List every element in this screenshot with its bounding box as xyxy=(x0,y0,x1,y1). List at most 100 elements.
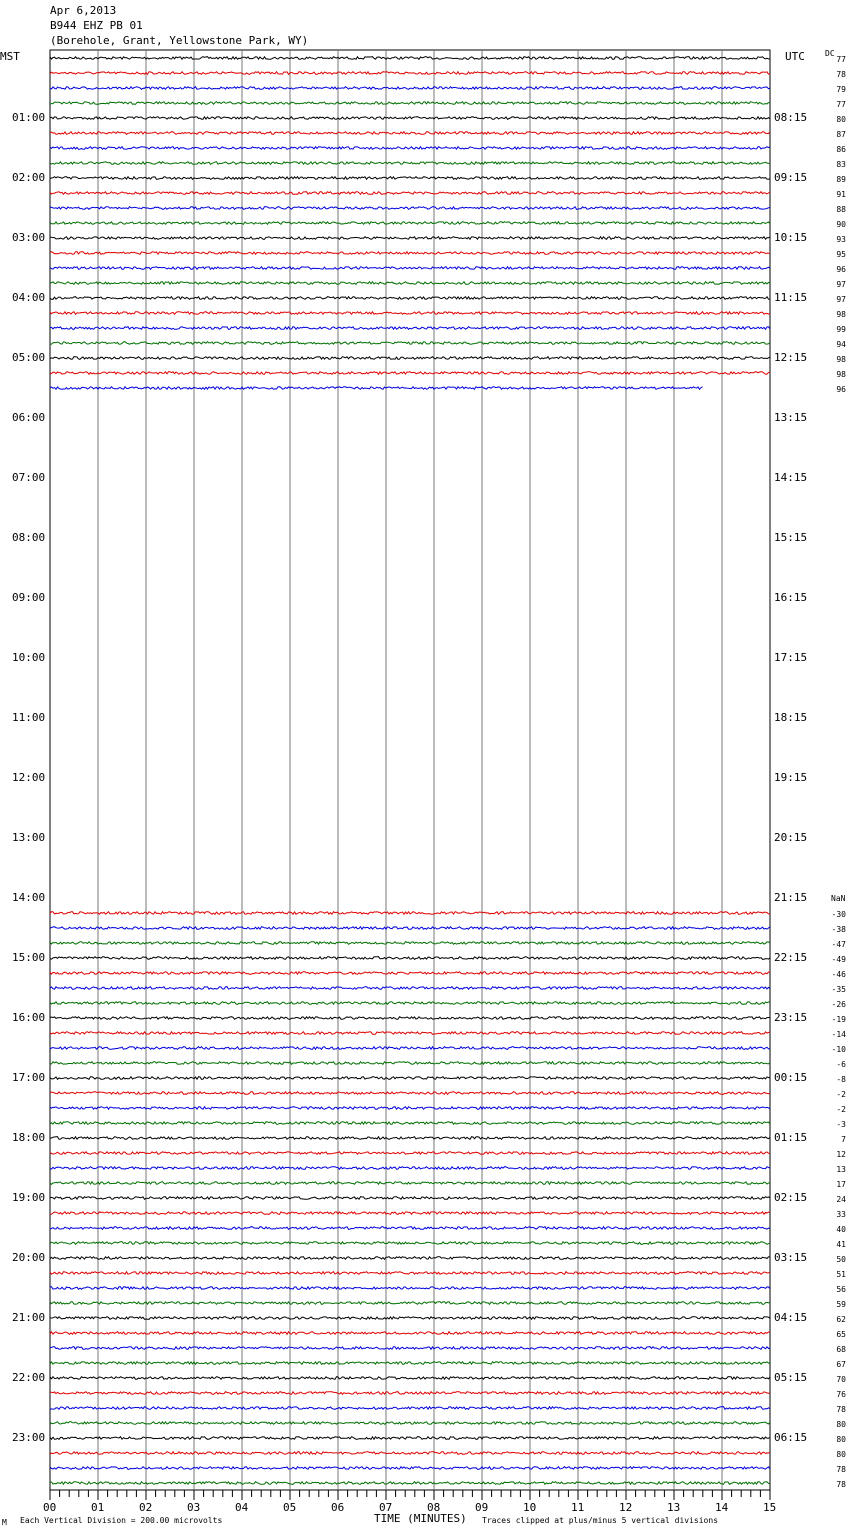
mst-hour-label: 13:00 xyxy=(12,831,46,844)
seismic-trace xyxy=(49,1240,771,1246)
seismic-trace xyxy=(49,70,771,76)
dc-offset-value: -38 xyxy=(831,925,846,934)
seismic-trace xyxy=(50,1390,771,1396)
left-timezone: MST xyxy=(0,50,20,63)
utc-hour-label: 03:15 xyxy=(774,1251,808,1264)
x-tick-label: 11 xyxy=(571,1501,585,1514)
dc-offset-value: 97 xyxy=(836,295,846,304)
mst-hour-label: 11:00 xyxy=(12,711,46,724)
mst-hour-label: 16:00 xyxy=(12,1011,46,1024)
clip-note: Traces clipped at plus/minus 5 vertical … xyxy=(482,1516,719,1525)
seismic-trace xyxy=(49,1255,771,1261)
dc-offset-value: -10 xyxy=(831,1045,846,1054)
utc-hour-label: 11:15 xyxy=(774,291,808,304)
mst-hour-label: 21:00 xyxy=(12,1311,46,1324)
seismic-trace xyxy=(49,1465,771,1470)
x-tick-label: 13 xyxy=(667,1501,681,1514)
dc-offset-value: 7 xyxy=(841,1135,846,1144)
seismic-trace xyxy=(49,1135,771,1141)
dc-offset-value: 98 xyxy=(836,355,846,364)
seismic-trace xyxy=(49,1180,771,1186)
seismic-trace xyxy=(49,910,771,916)
seismic-trace xyxy=(49,160,770,166)
dc-offset-value: 80 xyxy=(836,115,846,124)
utc-hour-label: 22:15 xyxy=(774,951,808,964)
mst-hour-label: 04:00 xyxy=(12,291,46,304)
dc-offset-value: -2 xyxy=(836,1105,846,1114)
right-timezone: UTC xyxy=(785,50,805,63)
x-tick-label: 07 xyxy=(379,1501,393,1514)
dc-offset-value: -49 xyxy=(831,955,846,964)
utc-hour-label: 18:15 xyxy=(774,711,808,724)
x-tick-label: 12 xyxy=(619,1501,633,1514)
seismic-trace xyxy=(49,55,771,61)
dc-offset-value: 86 xyxy=(836,145,846,154)
seismic-trace xyxy=(49,1195,771,1201)
x-tick-label: 03 xyxy=(187,1501,201,1514)
dc-offset-value: 96 xyxy=(836,265,846,274)
seismic-trace xyxy=(49,1015,770,1021)
dc-offset-value: 78 xyxy=(836,1405,846,1414)
x-tick-label: 09 xyxy=(475,1501,489,1514)
x-tick-label: 02 xyxy=(139,1501,153,1514)
seismic-trace xyxy=(49,1000,771,1006)
mst-hour-label: 12:00 xyxy=(12,771,46,784)
seismic-trace xyxy=(49,1165,771,1171)
seismic-trace xyxy=(49,1330,771,1336)
seismic-trace xyxy=(49,340,771,346)
x-axis-label: TIME (MINUTES) xyxy=(374,1512,467,1525)
mst-hour-label: 14:00 xyxy=(12,891,46,904)
dc-offset-value: 95 xyxy=(836,250,846,259)
seismic-trace xyxy=(49,250,770,256)
utc-hour-label: 12:15 xyxy=(774,351,808,364)
dc-offset-value: 65 xyxy=(836,1330,846,1339)
seismic-trace xyxy=(49,1150,771,1156)
mst-hour-label: 19:00 xyxy=(12,1191,46,1204)
dc-offset-value: 89 xyxy=(836,175,846,184)
scale-note: Each Vertical Division = 200.00 microvol… xyxy=(20,1516,223,1525)
seismic-trace xyxy=(49,280,771,286)
dc-offset-value: 90 xyxy=(836,220,846,229)
dc-offset-value: 41 xyxy=(836,1240,846,1249)
utc-hour-label: 17:15 xyxy=(774,651,808,664)
seismic-trace xyxy=(49,985,771,991)
utc-hour-label: 09:15 xyxy=(774,171,808,184)
x-tick-label: 14 xyxy=(715,1501,729,1514)
dc-offset-value: 33 xyxy=(836,1210,846,1219)
seismic-trace xyxy=(50,1210,771,1216)
x-tick-label: 00 xyxy=(43,1501,57,1514)
x-tick-label: 10 xyxy=(523,1501,537,1514)
dc-offset-value: 80 xyxy=(836,1450,846,1459)
dc-offset-value: 78 xyxy=(836,1480,846,1489)
utc-hour-label: 21:15 xyxy=(774,891,808,904)
dc-offset-value: 99 xyxy=(836,325,846,334)
seismic-trace xyxy=(49,955,771,961)
utc-hour-label: 08:15 xyxy=(774,111,808,124)
seismic-trace xyxy=(49,175,771,181)
dc-offset-value: 98 xyxy=(836,370,846,379)
mst-hour-label: 22:00 xyxy=(12,1371,46,1384)
dc-offset-value: 76 xyxy=(836,1390,846,1399)
utc-hour-label: 13:15 xyxy=(774,411,808,424)
mst-hour-label: 23:00 xyxy=(12,1431,46,1444)
seismic-trace xyxy=(49,940,771,946)
dc-offset-value: -26 xyxy=(831,1000,846,1009)
dc-offset-value: 62 xyxy=(836,1315,846,1324)
mst-hour-label: 15:00 xyxy=(12,951,46,964)
dc-offset-value: 67 xyxy=(836,1360,846,1369)
dc-offset-value: 50 xyxy=(836,1255,846,1264)
mst-hour-label: 18:00 xyxy=(12,1131,46,1144)
mst-hour-label: 03:00 xyxy=(12,231,46,244)
utc-hour-label: 05:15 xyxy=(774,1371,808,1384)
mst-hour-label: 06:00 xyxy=(12,411,46,424)
seismic-trace xyxy=(49,370,771,376)
mst-hour-label: 08:00 xyxy=(12,531,46,544)
seismic-trace xyxy=(49,1450,771,1456)
utc-hour-label: 16:15 xyxy=(774,591,808,604)
dc-offset-value: 79 xyxy=(836,85,846,94)
dc-offset-value: 83 xyxy=(836,160,846,169)
utc-hour-label: 20:15 xyxy=(774,831,808,844)
seismic-trace xyxy=(49,310,771,316)
seismic-trace xyxy=(49,1225,771,1231)
seismic-trace xyxy=(49,1420,771,1426)
